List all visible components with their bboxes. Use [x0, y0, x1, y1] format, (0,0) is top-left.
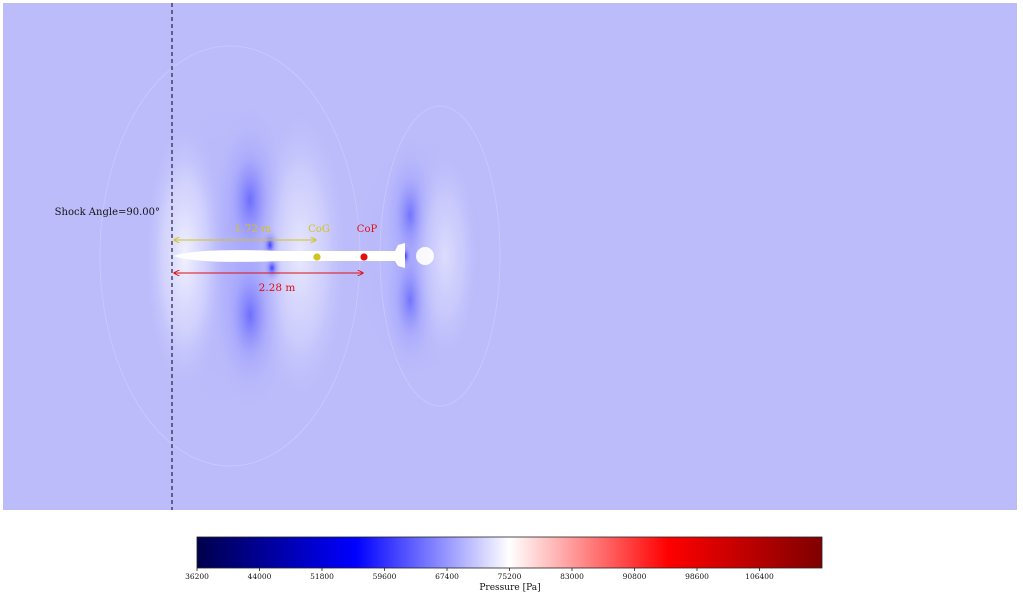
colorbar-gradient [196, 536, 823, 569]
colorbar: 36200 44000 51800 59600 67400 75200 83000 90800… [185, 536, 823, 593]
cog-marker [313, 253, 321, 261]
colorbar-tick-label: 67400 [435, 572, 459, 581]
colorbar-tick-label: 44000 [248, 572, 272, 581]
colorbar-tick-label: 51800 [310, 572, 334, 581]
cop-label: CoP [357, 224, 378, 235]
flow-field [3, 3, 1017, 510]
cog-label: CoG [308, 224, 330, 235]
colorbar-tick-label: 59600 [373, 572, 397, 581]
colorbar-tick-label: 106400 [745, 572, 774, 581]
cop-distance-label: 2.28 m [259, 282, 296, 294]
colorbar-tick-label: 98600 [685, 572, 709, 581]
rocket-body [173, 243, 405, 268]
colorbar-tick-label: 83000 [560, 572, 584, 581]
cop-marker [360, 253, 368, 261]
pressure-lobe [416, 247, 434, 265]
colorbar-tick-label: 90800 [623, 572, 647, 581]
colorbar-label: Pressure [Pa] [479, 583, 540, 593]
shock-angle-label: Shock Angle=90.00° [55, 207, 160, 218]
pressure-lobe [410, 146, 480, 366]
cog-distance-label: 1.72 m [235, 223, 272, 235]
colorbar-ticks: 36200 44000 51800 59600 67400 75200 83000 90800… [185, 568, 774, 581]
colorbar-tick-label: 75200 [498, 572, 522, 581]
colorbar-tick-label: 36200 [185, 572, 209, 581]
